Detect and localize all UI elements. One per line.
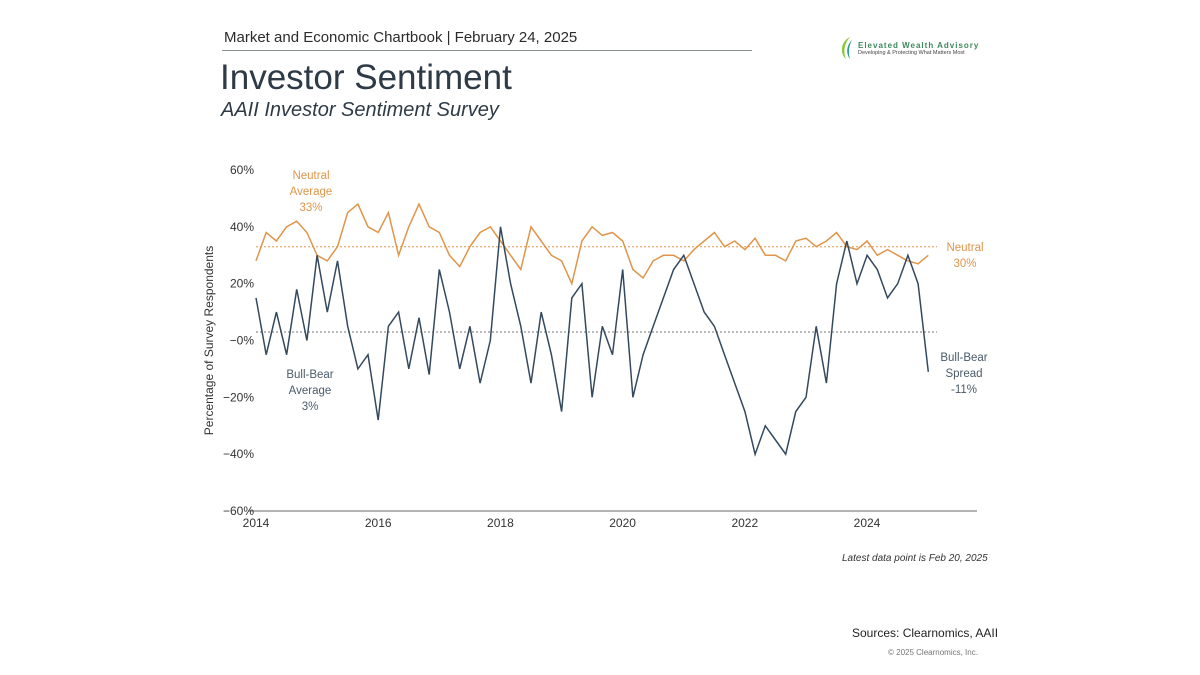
header-divider (222, 50, 752, 51)
copyright: © 2025 Clearnomics, Inc. (888, 648, 978, 657)
bull-bear-average-label: 3% (302, 401, 319, 413)
leaf-logo-icon (841, 37, 852, 59)
logo-name: Elevated Wealth Advisory (858, 40, 980, 50)
x-tick-label: 2016 (365, 516, 392, 530)
neutral-average-label: Average (290, 186, 333, 198)
chartbook-header: Market and Economic Chartbook | February… (224, 29, 578, 46)
x-tick-label: 2020 (609, 516, 636, 530)
y-tick-label: −40% (223, 447, 254, 461)
x-tick-label: 2014 (243, 516, 270, 530)
y-axis-label: Percentage of Survey Respondents (202, 246, 216, 435)
bull-bear-spread-line (255, 226, 930, 457)
bull-bear-average-label: Bull-Bear (286, 369, 333, 381)
page-title: Investor Sentiment (220, 58, 512, 97)
latest-data-note: Latest data point is Feb 20, 2025 (842, 553, 988, 564)
neutral-latest-label: 30% (953, 258, 976, 270)
bull-bear-latest-label: -11% (951, 384, 977, 396)
y-tick-label: 40% (230, 220, 254, 234)
bull-bear-latest-label: Spread (945, 368, 982, 380)
x-tick-label: 2024 (854, 516, 881, 530)
x-tick-label: 2022 (731, 516, 758, 530)
page-subtitle: AAII Investor Sentiment Survey (221, 99, 499, 121)
y-tick-label: 20% (230, 277, 254, 291)
y-tick-label: 60% (230, 163, 254, 177)
neutral-latest-label: Neutral (946, 242, 983, 254)
y-tick-label: −0% (230, 334, 255, 348)
sources: Sources: Clearnomics, AAII (852, 626, 999, 640)
bull-bear-latest-label: Bull-Bear (940, 352, 987, 364)
y-tick-label: −20% (223, 390, 254, 404)
neutral-average-label: 33% (299, 202, 322, 214)
logo: Elevated Wealth Advisory Developing & Pro… (838, 36, 979, 60)
logo-tagline: Developing & Protecting What Matters Mos… (858, 49, 965, 56)
y-tick-label: −60% (223, 504, 254, 518)
bull-bear-average-label: Average (289, 385, 332, 397)
neutral-line (255, 202, 929, 287)
x-tick-label: 2018 (487, 516, 514, 530)
neutral-average-label: Neutral (292, 170, 329, 182)
